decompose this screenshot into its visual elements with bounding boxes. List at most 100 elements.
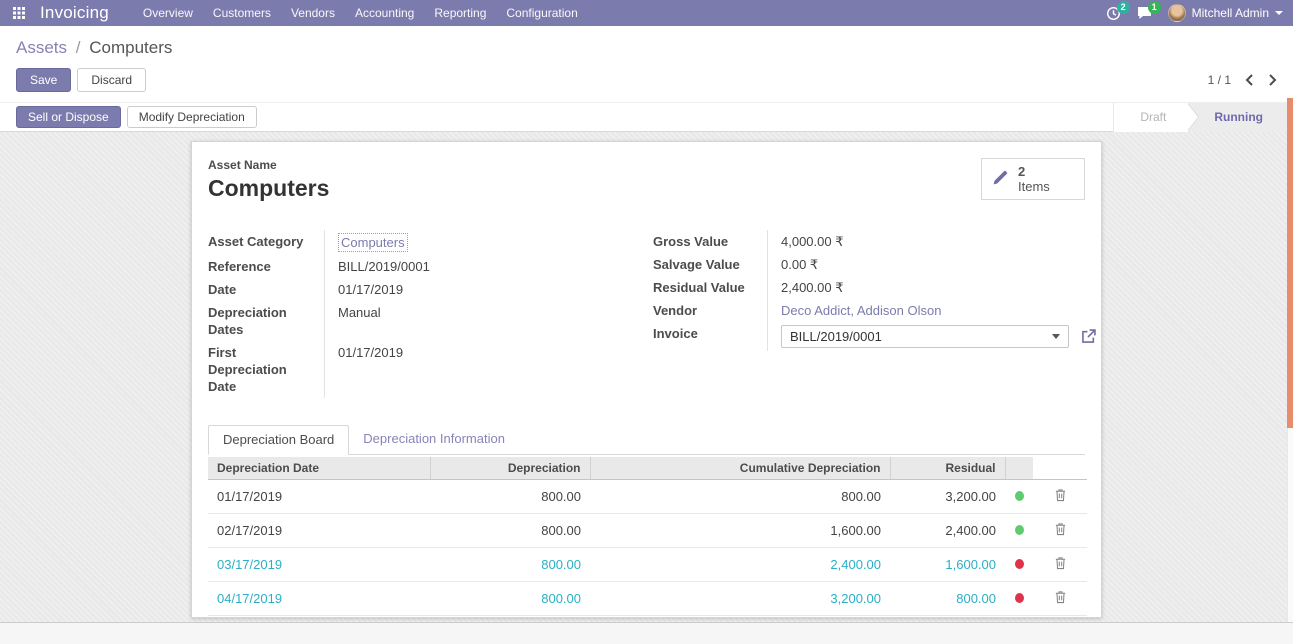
delete-row-icon[interactable] [1054,522,1067,536]
items-stat-button[interactable]: 2 Items [981,158,1085,200]
table-row: 02/17/2019 800.00 1,600.00 2,400.00 [208,514,1087,548]
depreciation-dates-label: Depreciation Dates [208,301,324,341]
cell-cumulative[interactable]: 800.00 [590,480,890,514]
gross-value-label: Gross Value [653,230,767,253]
delete-row-icon[interactable] [1054,556,1067,570]
cell-depreciation[interactable]: 800.00 [430,548,590,582]
page-footer-strip [0,622,1293,644]
header-depreciation-date[interactable]: Depreciation Date [208,457,430,480]
depreciation-board-table: Depreciation Date Depreciation Cumulativ… [208,457,1087,644]
unposted-status-dot [1015,559,1024,569]
vertical-scrollbar-track[interactable] [1287,98,1293,622]
menu-vendors[interactable]: Vendors [281,0,345,26]
vendor-field[interactable]: Deco Addict, Addison Olson [781,302,941,319]
first-depreciation-date-field[interactable]: 01/17/2019 [324,341,653,398]
chevron-down-icon [1052,334,1060,339]
cell-date[interactable]: 02/17/2019 [208,514,430,548]
first-depreciation-date-label: First Depreciation Date [208,341,324,398]
asset-name-label: Asset Name [208,158,329,172]
reference-field[interactable]: BILL/2019/0001 [324,255,653,278]
unposted-status-dot [1015,593,1024,603]
delete-row-icon[interactable] [1054,590,1067,604]
cell-date[interactable]: 03/17/2019 [208,548,430,582]
reference-label: Reference [208,255,324,278]
invoice-select[interactable]: BILL/2019/0001 [781,325,1069,348]
date-field[interactable]: 01/17/2019 [324,278,653,301]
field-group-left: Asset Category Computers Reference BILL/… [208,230,653,398]
modify-depreciation-button[interactable]: Modify Depreciation [127,106,257,128]
cell-depreciation[interactable]: 800.00 [430,480,590,514]
cell-residual[interactable]: 1,600.00 [890,548,1005,582]
activity-count-badge: 2 [1117,1,1130,14]
asset-title[interactable]: Computers [208,175,329,202]
messages-icon[interactable]: 1 [1137,6,1152,20]
sell-or-dispose-button[interactable]: Sell or Dispose [16,106,121,128]
menu-customers[interactable]: Customers [203,0,281,26]
salvage-value-label: Salvage Value [653,253,767,276]
date-label: Date [208,278,324,301]
pager-previous-icon[interactable] [1245,74,1254,86]
cell-residual[interactable]: 2,400.00 [890,514,1005,548]
user-name: Mitchell Admin [1192,6,1269,20]
cell-date[interactable]: 01/17/2019 [208,480,430,514]
cell-depreciation[interactable]: 800.00 [430,582,590,616]
chevron-down-icon [1275,11,1283,15]
asset-form-sheet: Asset Name Computers 2 Items Asset Categ… [191,141,1102,618]
cell-cumulative[interactable]: 2,400.00 [590,548,890,582]
table-row: 03/17/2019 800.00 2,400.00 1,600.00 [208,548,1087,582]
user-menu[interactable]: Mitchell Admin [1168,4,1283,22]
delete-row-icon[interactable] [1054,488,1067,502]
status-running[interactable]: Running [1188,103,1293,132]
vertical-scrollbar-thumb[interactable] [1287,98,1293,428]
control-panel: Assets / Computers Save Discard 1 / 1 [0,26,1293,102]
statusbar: Draft Running [1113,103,1293,132]
header-residual[interactable]: Residual [890,457,1005,480]
pager-next-icon[interactable] [1268,74,1277,86]
message-count-badge: 1 [1148,1,1161,14]
table-header-row: Depreciation Date Depreciation Cumulativ… [208,457,1087,480]
discard-button[interactable]: Discard [77,68,146,92]
table-row: 01/17/2019 800.00 800.00 3,200.00 [208,480,1087,514]
field-group-right: Gross Value 4,000.00 ₹ Salvage Value 0.0… [653,230,1096,398]
activity-clock-icon[interactable]: 2 [1106,6,1121,21]
depreciation-dates-field[interactable]: Manual [324,301,653,341]
table-row: 04/17/2019 800.00 3,200.00 800.00 [208,582,1087,616]
header-depreciation[interactable]: Depreciation [430,457,590,480]
cell-date[interactable]: 04/17/2019 [208,582,430,616]
salvage-value-field[interactable]: 0.00 ₹ [767,253,1096,276]
save-button[interactable]: Save [16,68,71,92]
top-navbar: Invoicing Overview Customers Vendors Acc… [0,0,1293,26]
residual-value-field[interactable]: 2,400.00 ₹ [767,276,1096,299]
breadcrumb-current: Computers [89,38,172,57]
app-title[interactable]: Invoicing [40,3,109,23]
tab-depreciation-board[interactable]: Depreciation Board [208,425,349,455]
header-cumulative-depreciation[interactable]: Cumulative Depreciation [590,457,890,480]
tab-depreciation-information[interactable]: Depreciation Information [349,425,519,454]
cell-residual[interactable]: 800.00 [890,582,1005,616]
header-status [1005,457,1033,480]
cell-cumulative[interactable]: 1,600.00 [590,514,890,548]
apps-grid-icon[interactable] [10,4,28,22]
header-delete [1033,457,1087,480]
main-menu: Overview Customers Vendors Accounting Re… [133,0,588,26]
external-link-icon[interactable] [1081,329,1096,344]
user-avatar [1168,4,1186,22]
breadcrumb: Assets / Computers [16,38,1277,58]
cell-cumulative[interactable]: 3,200.00 [590,582,890,616]
breadcrumb-separator: / [76,38,81,57]
breadcrumb-assets-link[interactable]: Assets [16,38,67,57]
cell-depreciation[interactable]: 800.00 [430,514,590,548]
menu-overview[interactable]: Overview [133,0,203,26]
pager: 1 / 1 [1208,73,1277,87]
status-draft[interactable]: Draft [1114,103,1188,132]
asset-category-field[interactable]: Computers [338,233,408,252]
form-view-area: Asset Name Computers 2 Items Asset Categ… [0,132,1293,644]
cell-residual[interactable]: 3,200.00 [890,480,1005,514]
vendor-label: Vendor [653,299,767,322]
menu-accounting[interactable]: Accounting [345,0,424,26]
gross-value-field[interactable]: 4,000.00 ₹ [767,230,1096,253]
menu-reporting[interactable]: Reporting [424,0,496,26]
menu-configuration[interactable]: Configuration [496,0,587,26]
pager-count[interactable]: 1 / 1 [1208,73,1231,87]
invoice-select-value: BILL/2019/0001 [790,328,882,345]
